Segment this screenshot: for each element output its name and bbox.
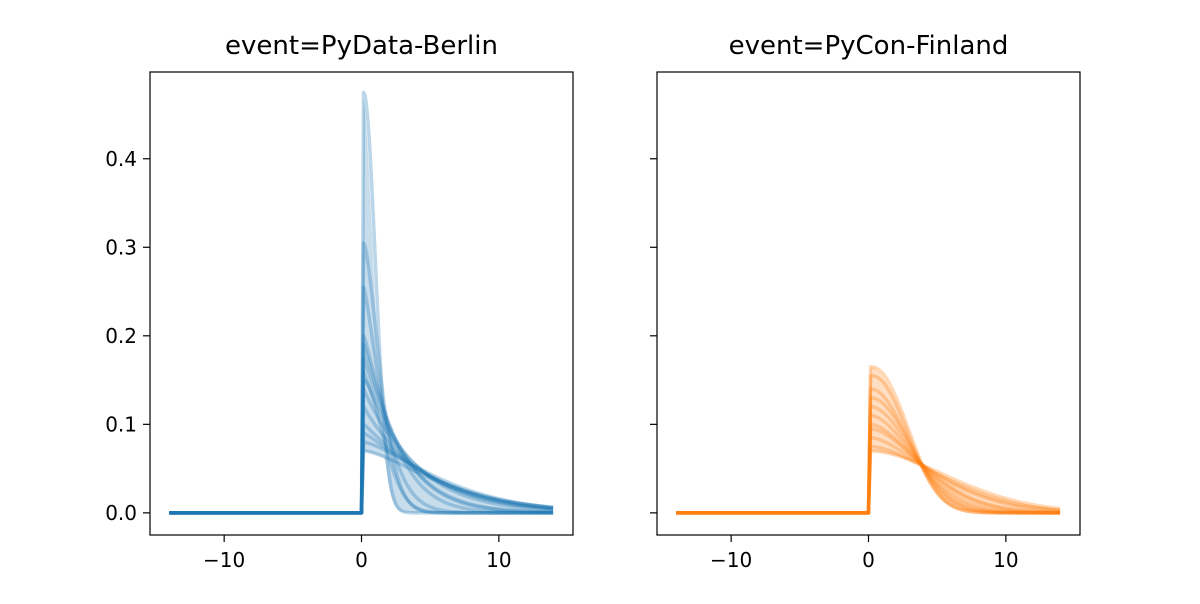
series-line-11 (169, 431, 554, 515)
series-line-6 (169, 369, 554, 515)
series-line-1 (169, 241, 554, 515)
y-tick-label: 0.1 (105, 412, 137, 436)
uncertainty-band (868, 366, 1061, 513)
panel-title: event=PyData-Berlin (225, 31, 498, 61)
series-line-2 (169, 285, 554, 515)
series-line-0 (169, 90, 554, 515)
panel-pycon-finland: event=PyCon-Finland −10 0 10 (650, 31, 1081, 572)
series-line-1 (676, 373, 1061, 515)
series-line-0 (676, 365, 1061, 515)
series-line-7 (169, 378, 554, 515)
y-tick-label: 0.3 (105, 235, 137, 259)
panel-title: event=PyCon-Finland (729, 31, 1009, 61)
y-tick-label: 0.4 (105, 147, 137, 171)
panel-pydata-berlin: event=PyData-Berlin −10 0 10 0.0 0.1 0.2 0.3 0.… (105, 31, 574, 572)
x-tick-label: 0 (355, 548, 368, 572)
series-line-10 (676, 449, 1061, 515)
series-line-6 (676, 422, 1061, 515)
y-tick-label: 0.2 (105, 324, 137, 348)
series-line-13 (169, 449, 554, 515)
y-tick-label: 0.0 (105, 501, 137, 525)
x-tick-label: 0 (862, 548, 875, 572)
series-line-12 (169, 440, 554, 515)
series-line-5 (676, 413, 1061, 515)
series-line-3 (169, 334, 554, 515)
series-line-9 (676, 444, 1061, 515)
series-line-10 (169, 422, 554, 515)
series-line-2 (676, 387, 1061, 515)
series-line-5 (169, 356, 554, 515)
x-tick-label: −10 (203, 548, 245, 572)
series-line-8 (676, 435, 1061, 515)
series-line-4 (169, 342, 554, 515)
series-line-3 (676, 396, 1061, 515)
series-line-8 (169, 387, 554, 515)
series-line-7 (676, 427, 1061, 515)
x-tick-label: −10 (710, 548, 752, 572)
series-line-9 (169, 404, 554, 515)
series-line-4 (676, 404, 1061, 515)
x-tick-label: 10 (486, 548, 511, 572)
x-tick-label: 10 (993, 548, 1018, 572)
